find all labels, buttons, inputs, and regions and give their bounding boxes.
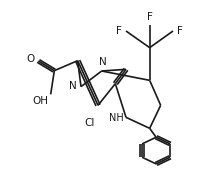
Text: N: N [99, 57, 107, 67]
Text: O: O [27, 54, 35, 64]
Text: N: N [69, 81, 77, 91]
Text: OH: OH [32, 96, 49, 106]
Text: F: F [116, 26, 122, 36]
Text: Cl: Cl [84, 118, 95, 128]
Text: F: F [147, 12, 153, 22]
Text: F: F [177, 26, 183, 36]
Text: NH: NH [109, 113, 124, 123]
